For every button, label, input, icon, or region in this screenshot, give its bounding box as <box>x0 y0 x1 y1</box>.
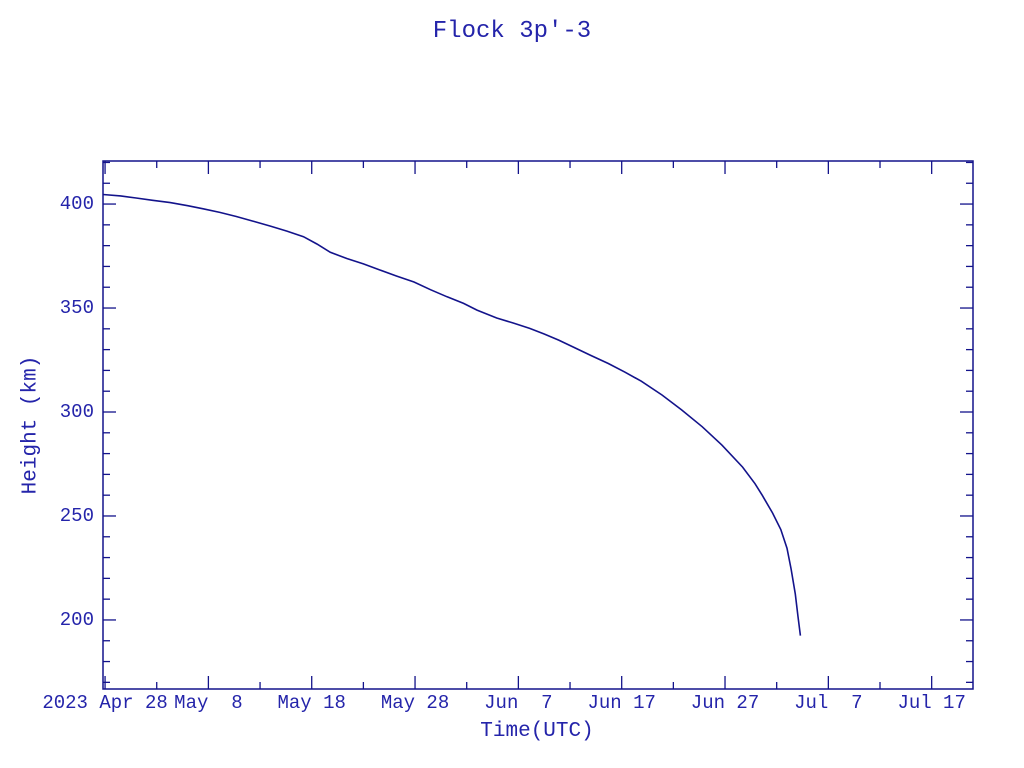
y-tick-label: 350 <box>59 297 94 320</box>
plot-frame <box>102 160 974 690</box>
x-tick-label: Jul 17 <box>897 692 966 714</box>
x-tick-label: May 8 <box>174 692 243 714</box>
x-tick-label: Jun 27 <box>690 692 760 714</box>
x-tick-label: Jul 7 <box>794 692 863 714</box>
x-tick-label: 2023 Apr 28 <box>42 692 168 714</box>
y-tick-label: 250 <box>59 504 94 527</box>
decay-curve <box>102 193 802 636</box>
x-tick-label: Jun 7 <box>484 692 553 714</box>
y-tick-label: 300 <box>59 401 94 423</box>
x-tick-label: Jun 17 <box>587 692 656 714</box>
x-tick-label: May 18 <box>277 692 346 714</box>
y-tick-label: 400 <box>59 193 94 216</box>
chart-title: Flock 3p'-3 <box>432 18 592 45</box>
x-axis-title: Time(UTC) <box>480 720 594 743</box>
y-tick-label: 200 <box>59 608 94 631</box>
x-tick-label: May 28 <box>380 692 450 714</box>
